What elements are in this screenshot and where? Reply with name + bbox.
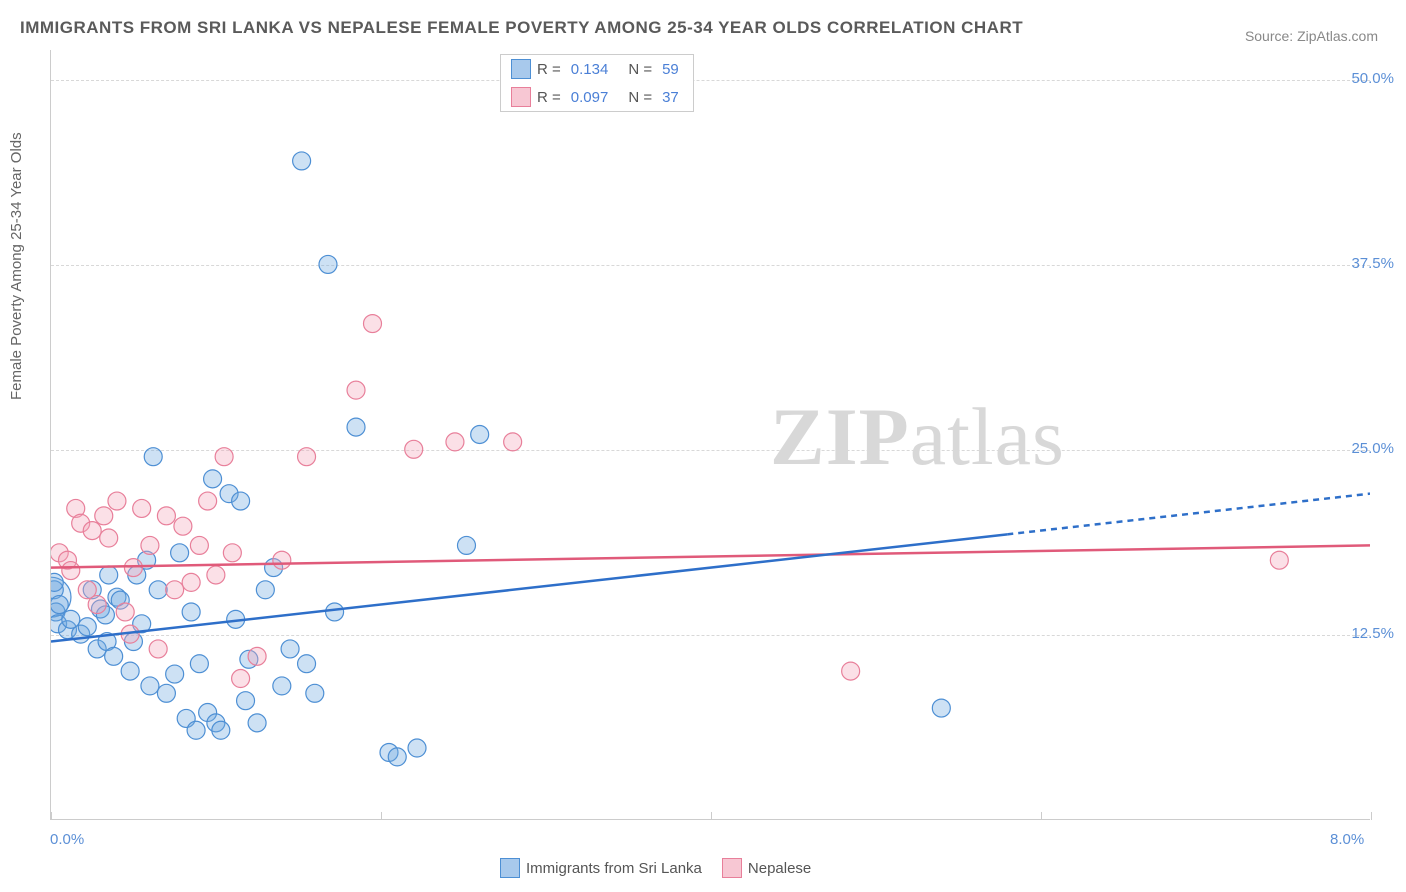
- data-point: [232, 492, 250, 510]
- source-attribution: Source: ZipAtlas.com: [1245, 28, 1378, 44]
- data-point: [51, 596, 68, 614]
- x-tick: [1371, 812, 1372, 820]
- data-point: [190, 655, 208, 673]
- data-point: [504, 433, 522, 451]
- data-point: [157, 507, 175, 525]
- data-point: [932, 699, 950, 717]
- data-point: [223, 544, 241, 562]
- data-point: [83, 522, 101, 540]
- data-point: [237, 692, 255, 710]
- data-point: [166, 665, 184, 683]
- x-tick-label: 8.0%: [1330, 831, 1364, 848]
- data-point: [95, 507, 113, 525]
- legend-label-nepalese: Nepalese: [748, 860, 811, 877]
- chart-plot-area: [50, 50, 1370, 820]
- data-point: [273, 677, 291, 695]
- swatch-srilanka-icon: [500, 858, 520, 878]
- data-point: [347, 381, 365, 399]
- data-point: [121, 662, 139, 680]
- data-point: [51, 573, 63, 591]
- data-point: [207, 566, 225, 584]
- data-point: [166, 581, 184, 599]
- data-point: [256, 581, 274, 599]
- data-point: [105, 647, 123, 665]
- data-point: [149, 581, 167, 599]
- data-point: [182, 603, 200, 621]
- data-point: [88, 596, 106, 614]
- data-point: [212, 721, 230, 739]
- data-point: [78, 618, 96, 636]
- data-point: [171, 544, 189, 562]
- swatch-nepalese-icon: [722, 858, 742, 878]
- data-point: [149, 640, 167, 658]
- swatch-srilanka: [511, 59, 531, 79]
- swatch-nepalese: [511, 87, 531, 107]
- r-label: R =: [537, 61, 561, 78]
- data-point: [405, 440, 423, 458]
- data-point: [232, 670, 250, 688]
- n-value-srilanka: 59: [662, 61, 679, 78]
- series-legend: Immigrants from Sri Lanka Nepalese: [500, 858, 811, 878]
- data-point: [388, 748, 406, 766]
- data-point: [157, 684, 175, 702]
- scatter-svg: [51, 50, 1370, 819]
- chart-title: IMMIGRANTS FROM SRI LANKA VS NEPALESE FE…: [20, 18, 1023, 38]
- y-axis-label: Female Poverty Among 25-34 Year Olds: [8, 132, 25, 400]
- legend-row-srilanka: R = 0.134 N = 59: [501, 55, 693, 83]
- data-point: [306, 684, 324, 702]
- data-point: [457, 536, 475, 554]
- r-value-nepalese: 0.097: [571, 89, 609, 106]
- n-label: N =: [628, 89, 652, 106]
- data-point: [100, 529, 118, 547]
- n-label: N =: [628, 61, 652, 78]
- data-point: [187, 721, 205, 739]
- data-point: [141, 536, 159, 554]
- data-point: [62, 562, 80, 580]
- x-tick-label: 0.0%: [50, 831, 84, 848]
- data-point: [100, 566, 118, 584]
- data-point: [364, 315, 382, 333]
- data-point: [190, 536, 208, 554]
- data-point: [408, 739, 426, 757]
- trend-line-solid: [51, 545, 1370, 567]
- data-point: [204, 470, 222, 488]
- data-point: [248, 647, 266, 665]
- legend-item-nepalese: Nepalese: [722, 858, 811, 878]
- data-point: [347, 418, 365, 436]
- data-point: [293, 152, 311, 170]
- data-point: [248, 714, 266, 732]
- data-point: [174, 517, 192, 535]
- data-point: [144, 448, 162, 466]
- data-point: [281, 640, 299, 658]
- legend-label-srilanka: Immigrants from Sri Lanka: [526, 860, 702, 877]
- n-value-nepalese: 37: [662, 89, 679, 106]
- data-point: [298, 448, 316, 466]
- data-point: [319, 255, 337, 273]
- data-point: [141, 677, 159, 695]
- data-point: [446, 433, 464, 451]
- data-point: [1270, 551, 1288, 569]
- data-point: [471, 426, 489, 444]
- trend-line-dashed: [1007, 494, 1370, 535]
- data-point: [215, 448, 233, 466]
- data-point: [133, 499, 151, 517]
- data-point: [116, 603, 134, 621]
- r-value-srilanka: 0.134: [571, 61, 609, 78]
- legend-row-nepalese: R = 0.097 N = 37: [501, 83, 693, 111]
- data-point: [108, 492, 126, 510]
- data-point: [124, 559, 142, 577]
- r-label: R =: [537, 89, 561, 106]
- data-point: [273, 551, 291, 569]
- data-point: [326, 603, 344, 621]
- data-point: [182, 573, 200, 591]
- data-point: [199, 492, 217, 510]
- legend-item-srilanka: Immigrants from Sri Lanka: [500, 858, 702, 878]
- data-point: [842, 662, 860, 680]
- correlation-legend: R = 0.134 N = 59 R = 0.097 N = 37: [500, 54, 694, 112]
- data-point: [298, 655, 316, 673]
